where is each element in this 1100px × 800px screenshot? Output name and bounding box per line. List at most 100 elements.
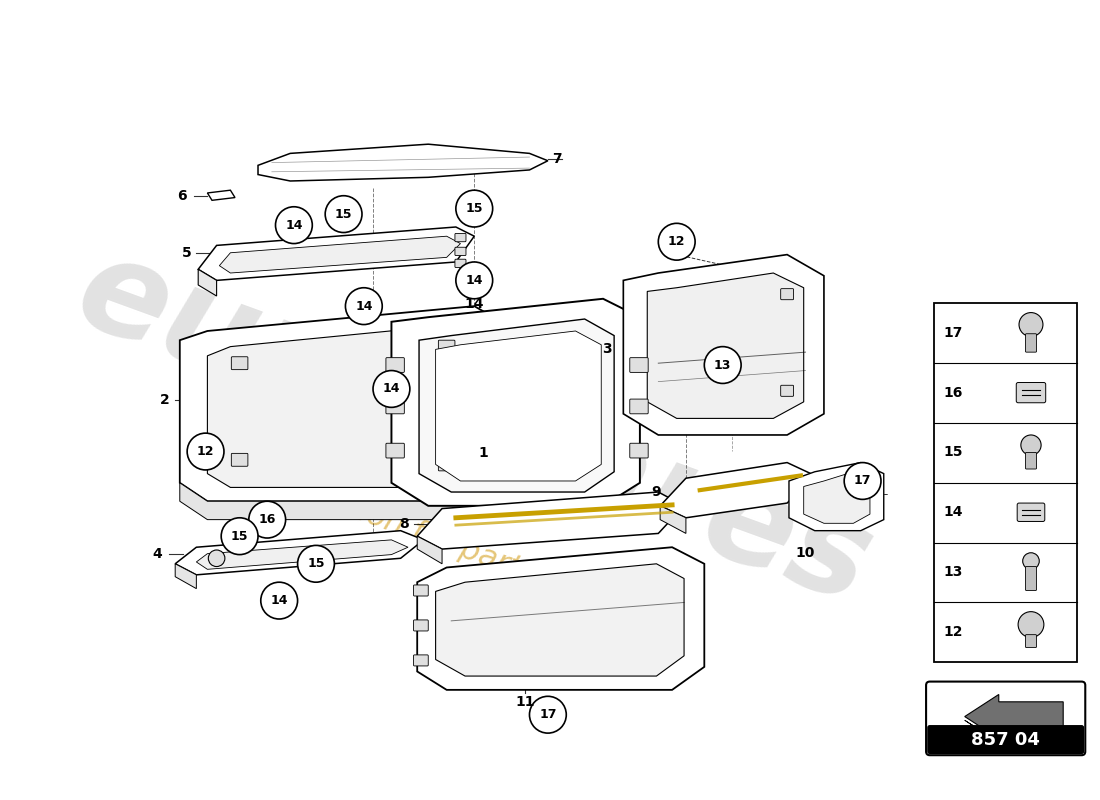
Text: 8: 8 [399, 518, 409, 531]
Polygon shape [660, 462, 815, 518]
Polygon shape [436, 331, 602, 481]
Circle shape [275, 206, 312, 243]
Polygon shape [789, 462, 883, 530]
Text: eurospares: eurospares [60, 225, 888, 630]
Circle shape [187, 433, 224, 470]
FancyBboxPatch shape [414, 585, 428, 596]
Text: 7: 7 [552, 152, 562, 166]
Circle shape [1019, 612, 1044, 638]
Circle shape [455, 190, 493, 227]
Polygon shape [208, 190, 235, 200]
Circle shape [373, 370, 410, 407]
FancyBboxPatch shape [1025, 453, 1036, 469]
Circle shape [844, 462, 881, 499]
FancyBboxPatch shape [455, 234, 466, 242]
FancyBboxPatch shape [439, 458, 455, 471]
Text: 15: 15 [465, 202, 483, 215]
FancyBboxPatch shape [934, 303, 1077, 662]
Text: 13: 13 [943, 565, 962, 579]
Text: 15: 15 [231, 530, 249, 542]
FancyBboxPatch shape [386, 399, 405, 414]
Circle shape [298, 546, 334, 582]
Circle shape [1019, 313, 1043, 337]
Polygon shape [258, 144, 548, 181]
Text: 9: 9 [651, 485, 661, 499]
FancyBboxPatch shape [1025, 566, 1036, 590]
Text: 17: 17 [943, 326, 962, 340]
FancyBboxPatch shape [630, 443, 648, 458]
Polygon shape [804, 472, 870, 523]
FancyBboxPatch shape [386, 358, 405, 372]
Polygon shape [392, 298, 640, 506]
Text: 1: 1 [478, 446, 488, 460]
Text: 13: 13 [714, 358, 732, 371]
Text: 16: 16 [943, 386, 962, 400]
Polygon shape [965, 694, 1064, 738]
Polygon shape [179, 306, 502, 502]
Circle shape [1021, 435, 1041, 455]
FancyBboxPatch shape [1016, 382, 1046, 402]
Text: 5: 5 [183, 246, 192, 260]
FancyBboxPatch shape [439, 340, 455, 353]
FancyBboxPatch shape [1018, 503, 1045, 522]
Circle shape [249, 502, 286, 538]
FancyBboxPatch shape [781, 386, 793, 396]
Polygon shape [417, 536, 442, 564]
Text: 14: 14 [285, 218, 303, 232]
Text: 2: 2 [161, 393, 169, 407]
Text: 14: 14 [383, 382, 400, 395]
FancyBboxPatch shape [1025, 634, 1036, 647]
Polygon shape [179, 483, 502, 520]
Circle shape [529, 696, 566, 733]
Polygon shape [660, 506, 686, 534]
Text: 17: 17 [539, 708, 557, 722]
Polygon shape [198, 227, 474, 280]
FancyBboxPatch shape [386, 443, 405, 458]
Polygon shape [208, 325, 478, 487]
Text: 12: 12 [197, 445, 215, 458]
Text: 12: 12 [943, 625, 962, 639]
FancyBboxPatch shape [630, 358, 648, 372]
FancyBboxPatch shape [781, 289, 793, 300]
FancyBboxPatch shape [455, 247, 466, 255]
Polygon shape [198, 270, 217, 296]
FancyBboxPatch shape [414, 620, 428, 631]
FancyBboxPatch shape [630, 399, 648, 414]
Circle shape [704, 346, 741, 383]
Polygon shape [417, 547, 704, 690]
Text: 14: 14 [355, 300, 373, 313]
Circle shape [1023, 553, 1040, 570]
Circle shape [208, 550, 224, 566]
Circle shape [658, 223, 695, 260]
Text: 10: 10 [795, 546, 815, 560]
FancyBboxPatch shape [414, 655, 428, 666]
Text: 12: 12 [668, 235, 685, 248]
Text: 15: 15 [334, 208, 352, 221]
Polygon shape [436, 564, 684, 676]
Text: 11: 11 [515, 695, 535, 709]
Text: 14: 14 [271, 594, 288, 607]
Polygon shape [219, 236, 461, 273]
Text: 15: 15 [307, 558, 324, 570]
Polygon shape [624, 254, 824, 435]
Polygon shape [197, 540, 408, 570]
FancyBboxPatch shape [231, 357, 248, 370]
Text: 16: 16 [258, 513, 276, 526]
Text: 6: 6 [177, 189, 186, 202]
Circle shape [326, 196, 362, 233]
FancyBboxPatch shape [1025, 334, 1036, 352]
FancyBboxPatch shape [455, 259, 466, 267]
Text: 14: 14 [465, 274, 483, 287]
Circle shape [261, 582, 298, 619]
FancyBboxPatch shape [231, 454, 248, 466]
Text: a passion for parts since 1985: a passion for parts since 1985 [262, 464, 705, 649]
Circle shape [221, 518, 258, 554]
FancyBboxPatch shape [928, 726, 1084, 754]
Text: 14: 14 [943, 506, 962, 519]
Text: 17: 17 [854, 474, 871, 487]
Polygon shape [175, 530, 424, 575]
FancyBboxPatch shape [926, 682, 1086, 755]
Text: 857 04: 857 04 [971, 730, 1040, 749]
Text: 15: 15 [943, 446, 962, 459]
Polygon shape [175, 564, 197, 589]
